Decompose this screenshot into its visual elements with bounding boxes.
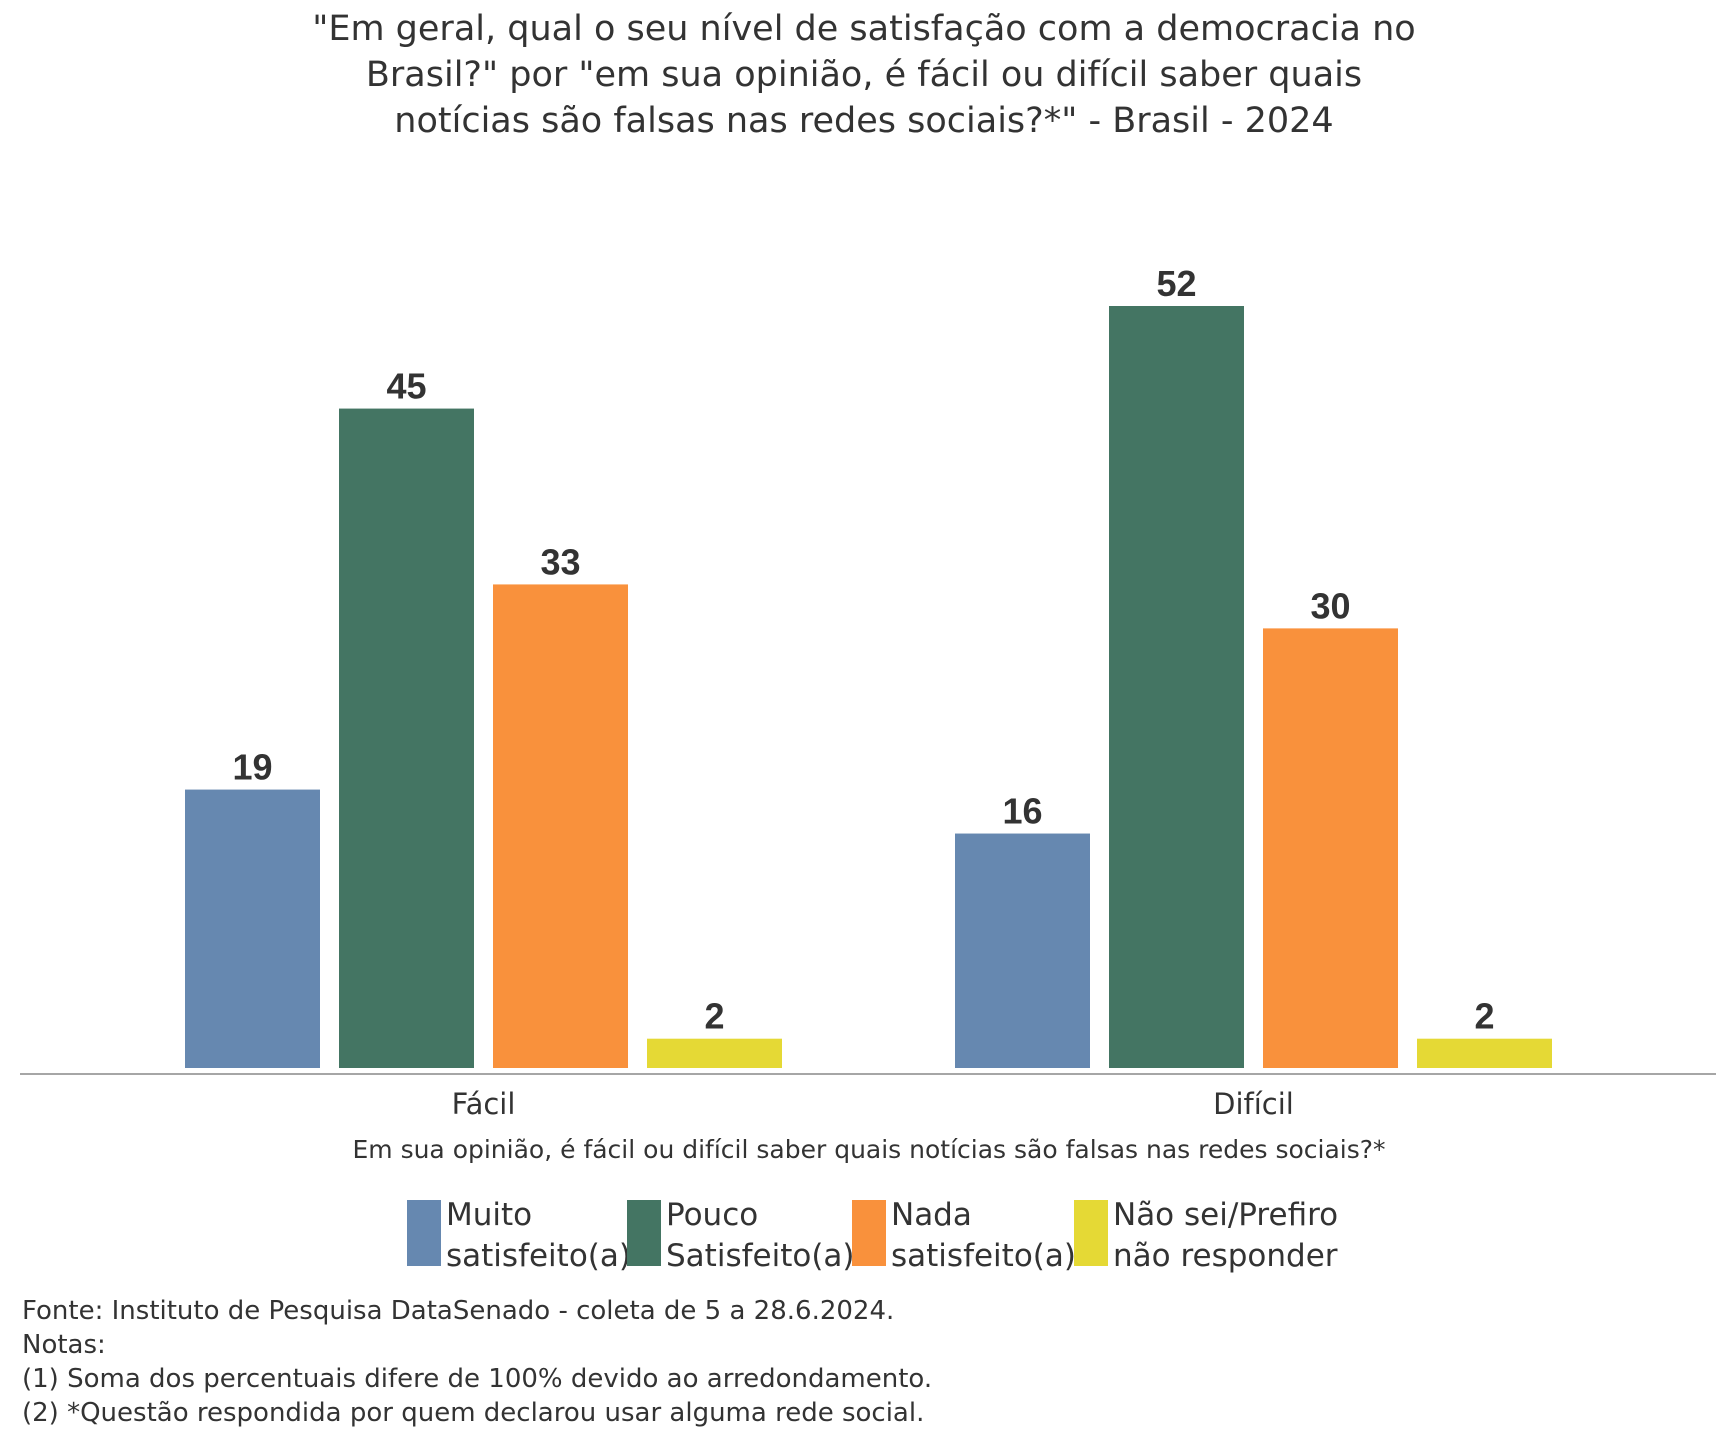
bar [185,789,320,1068]
legend-label: Pouco [666,1197,758,1233]
legend-label: Não sei/Prefiro [1113,1197,1338,1233]
bar-value-label: 2 [704,996,724,1037]
bar [647,1038,782,1068]
title-line: notícias são falsas nas redes sociais?*"… [394,101,1333,141]
note-line: Fonte: Instituto de Pesquisa DataSenado … [22,1296,894,1326]
bar-value-label: 16 [1002,791,1042,832]
bar-value-label: 30 [1310,585,1350,626]
legend-swatch [1074,1200,1108,1266]
bar-value-label: 2 [1474,996,1494,1037]
bars [185,306,1552,1069]
legend-swatch [407,1200,441,1266]
note-line: Notas: [22,1330,106,1360]
note-line: (1) Soma dos percentuais difere de 100% … [22,1364,932,1394]
legend-swatch [852,1200,886,1266]
source-notes: Fonte: Instituto de Pesquisa DataSenado … [22,1296,932,1428]
legend-label: satisfeito(a) [446,1238,631,1274]
note-line: (2) *Questão respondida por quem declaro… [22,1398,924,1428]
bar [1417,1038,1552,1068]
bar-value-label: 19 [232,747,272,788]
legend-swatch [627,1200,661,1266]
x-tick-label: Fácil [452,1087,516,1121]
bar [493,584,628,1068]
bar [1109,306,1244,1068]
x-tick-label: Difícil [1213,1087,1294,1121]
data-labels: 19 45 33 2 16 52 30 2 [232,263,1494,1037]
chart-title: "Em geral, qual o seu nível de satisfaçã… [312,9,1415,141]
legend-label: Nada [891,1197,972,1233]
legend-label: satisfeito(a) [891,1238,1076,1274]
legend: Muito satisfeito(a) Pouco Satisfeito(a) Nada… [407,1197,1338,1274]
bar [1263,628,1398,1068]
bar-value-label: 45 [386,366,426,407]
bar-value-label: 52 [1156,263,1196,304]
legend-label: Muito [446,1197,532,1233]
bar-value-label: 33 [540,541,580,582]
bar [955,833,1090,1068]
legend-label: Satisfeito(a) [666,1238,855,1274]
x-axis-title: Em sua opinião, é fácil ou difícil saber… [352,1135,1385,1164]
bar [339,408,474,1069]
title-line: Brasil?" por "em sua opinião, é fácil ou… [366,55,1362,95]
x-tick-labels: Fácil Difícil [452,1087,1294,1121]
title-line: "Em geral, qual o seu nível de satisfaçã… [312,9,1415,49]
legend-label: não responder [1113,1238,1338,1274]
